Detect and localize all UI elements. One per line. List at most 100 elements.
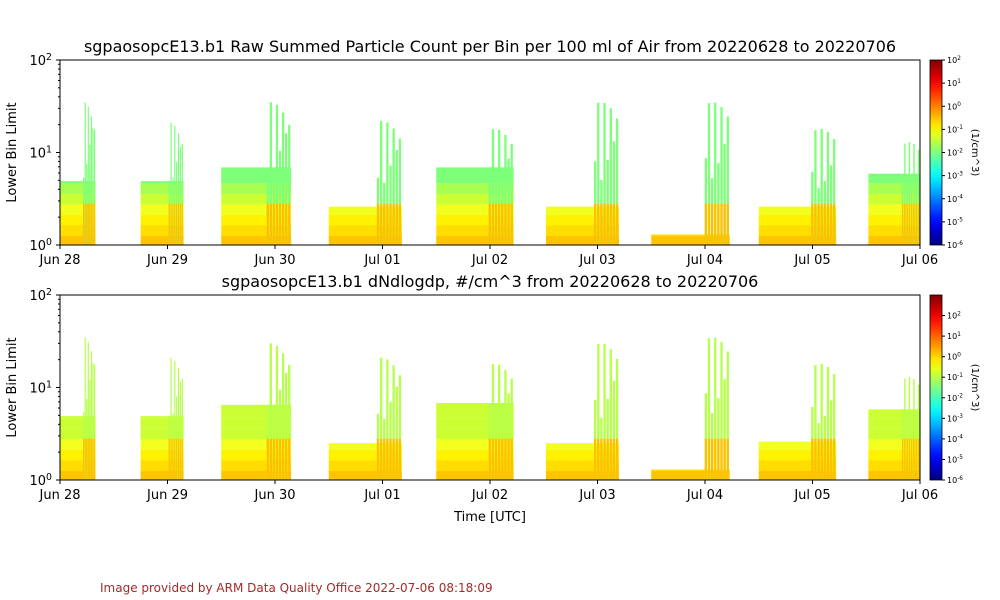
heatmap-spike bbox=[820, 363, 823, 480]
x-tick-label: Jun 29 bbox=[146, 488, 188, 503]
heatmap-spike bbox=[908, 376, 911, 480]
heatmap-spike-base bbox=[823, 203, 826, 245]
heatmap-spike bbox=[179, 147, 182, 245]
heatmap-spike bbox=[714, 337, 717, 480]
heatmap-spike-base bbox=[93, 203, 96, 245]
heatmap-cell bbox=[545, 214, 619, 226]
heatmap-spike-base bbox=[87, 438, 89, 480]
heatmap-spike bbox=[510, 378, 513, 480]
heatmap-spike bbox=[181, 379, 183, 480]
heatmap-spike-base bbox=[181, 438, 183, 480]
heatmap-spike-base bbox=[83, 438, 85, 480]
chart-panel-2: sgpaosopcE13.b1 dNdlogdp, #/cm^3 from 20… bbox=[5, 272, 980, 525]
heatmap-spike bbox=[170, 357, 172, 480]
heatmap-cell bbox=[545, 471, 619, 480]
heatmap-spike-base bbox=[90, 203, 93, 245]
heatmap-spike bbox=[285, 133, 288, 245]
tick-label: 10-1 bbox=[947, 125, 963, 134]
heatmap-cell bbox=[221, 428, 292, 440]
heatmap-spike-base bbox=[168, 203, 170, 245]
heatmap-spike-base bbox=[833, 203, 836, 245]
heatmap-spike-base bbox=[510, 438, 513, 480]
heatmap-spike-base bbox=[179, 438, 182, 480]
heatmap-spike-base bbox=[86, 438, 88, 480]
heatmap-spike-base bbox=[714, 203, 717, 245]
heatmap-spike bbox=[179, 382, 182, 480]
heatmap-cell bbox=[60, 225, 96, 237]
heatmap-spike-base bbox=[817, 203, 820, 245]
heatmap-spike-base bbox=[92, 438, 94, 480]
heatmap-spike-base bbox=[501, 203, 504, 245]
heatmap-cell bbox=[545, 225, 619, 237]
tick-label: 102 bbox=[30, 287, 53, 304]
heatmap-spike bbox=[714, 102, 717, 245]
heatmap-spike bbox=[826, 131, 830, 245]
heatmap-cell bbox=[140, 471, 184, 480]
heatmap-spike-base bbox=[168, 438, 170, 480]
heatmap-spike bbox=[269, 343, 272, 480]
x-tick-label: Jun 28 bbox=[39, 488, 81, 503]
heatmap-spike-base bbox=[908, 438, 911, 480]
heatmap-cell bbox=[868, 193, 920, 205]
heatmap-spike-base bbox=[84, 438, 86, 480]
heatmap-spike-base bbox=[917, 203, 920, 245]
heatmap-spike-base bbox=[176, 438, 178, 480]
heatmap-spike-base bbox=[501, 438, 504, 480]
heatmap-spike-base bbox=[389, 203, 392, 245]
tick-label: 10-6 bbox=[947, 476, 963, 485]
heatmap-cell bbox=[651, 236, 730, 245]
heatmap-spike-base bbox=[395, 203, 398, 245]
heatmap-spike bbox=[913, 379, 915, 480]
heatmap-spike bbox=[398, 138, 402, 245]
heatmap-spike bbox=[597, 102, 600, 245]
x-tick-label: Jul 02 bbox=[471, 253, 508, 268]
heatmap-spike bbox=[392, 128, 395, 245]
x-tick-label: Jun 30 bbox=[254, 488, 296, 503]
heatmap-spike bbox=[609, 108, 612, 245]
heatmap-spike bbox=[704, 158, 708, 245]
heatmap-spike-base bbox=[398, 438, 402, 480]
heatmap-spike bbox=[269, 102, 272, 245]
heatmap-spike bbox=[288, 365, 291, 480]
heatmap-spike-base bbox=[181, 203, 183, 245]
heatmap-cell bbox=[60, 439, 96, 450]
tick-label: 10-6 bbox=[947, 241, 963, 250]
heatmap-spike-base bbox=[281, 203, 285, 245]
heatmap-spike-base bbox=[498, 438, 501, 480]
heatmap-cell bbox=[868, 183, 920, 194]
heatmap-cell bbox=[140, 460, 184, 472]
heatmap-spike-base bbox=[488, 438, 491, 480]
heatmap-cell bbox=[60, 181, 96, 184]
heatmap-spike bbox=[89, 144, 91, 245]
heatmap-spike-base bbox=[84, 203, 86, 245]
heatmap-cell bbox=[328, 236, 402, 245]
tick-label: 10-2 bbox=[947, 394, 963, 403]
heatmap-spike bbox=[833, 374, 836, 480]
heatmap-spike bbox=[704, 393, 708, 480]
heatmap-spike-base bbox=[829, 438, 833, 480]
heatmap-cell bbox=[868, 471, 920, 480]
heatmap-spike-base bbox=[288, 203, 291, 245]
heatmap-cell bbox=[436, 236, 514, 245]
heatmap-spike-base bbox=[704, 438, 708, 480]
heatmap-cell bbox=[221, 204, 292, 215]
heatmap-cell bbox=[758, 441, 837, 450]
heatmap-cell bbox=[868, 460, 920, 472]
heatmap-spike-base bbox=[811, 203, 814, 245]
heatmap-cell bbox=[651, 471, 730, 480]
heatmap-cell bbox=[436, 225, 514, 237]
x-tick-label: Jul 04 bbox=[686, 253, 723, 268]
heatmap-spike bbox=[612, 141, 616, 245]
heatmap-spike bbox=[84, 102, 86, 245]
heatmap-cell bbox=[758, 206, 837, 215]
heatmap-cell bbox=[868, 418, 920, 429]
heatmap-cell bbox=[868, 214, 920, 226]
heatmap-cell bbox=[60, 204, 96, 215]
heatmap-spike-base bbox=[594, 438, 597, 480]
heatmap-spike-base bbox=[606, 203, 609, 245]
heatmap-cell bbox=[436, 204, 514, 215]
heatmap-spike-base bbox=[278, 203, 282, 245]
data-block bbox=[221, 343, 292, 480]
heatmap-spike bbox=[609, 349, 612, 480]
data-block bbox=[436, 364, 514, 480]
